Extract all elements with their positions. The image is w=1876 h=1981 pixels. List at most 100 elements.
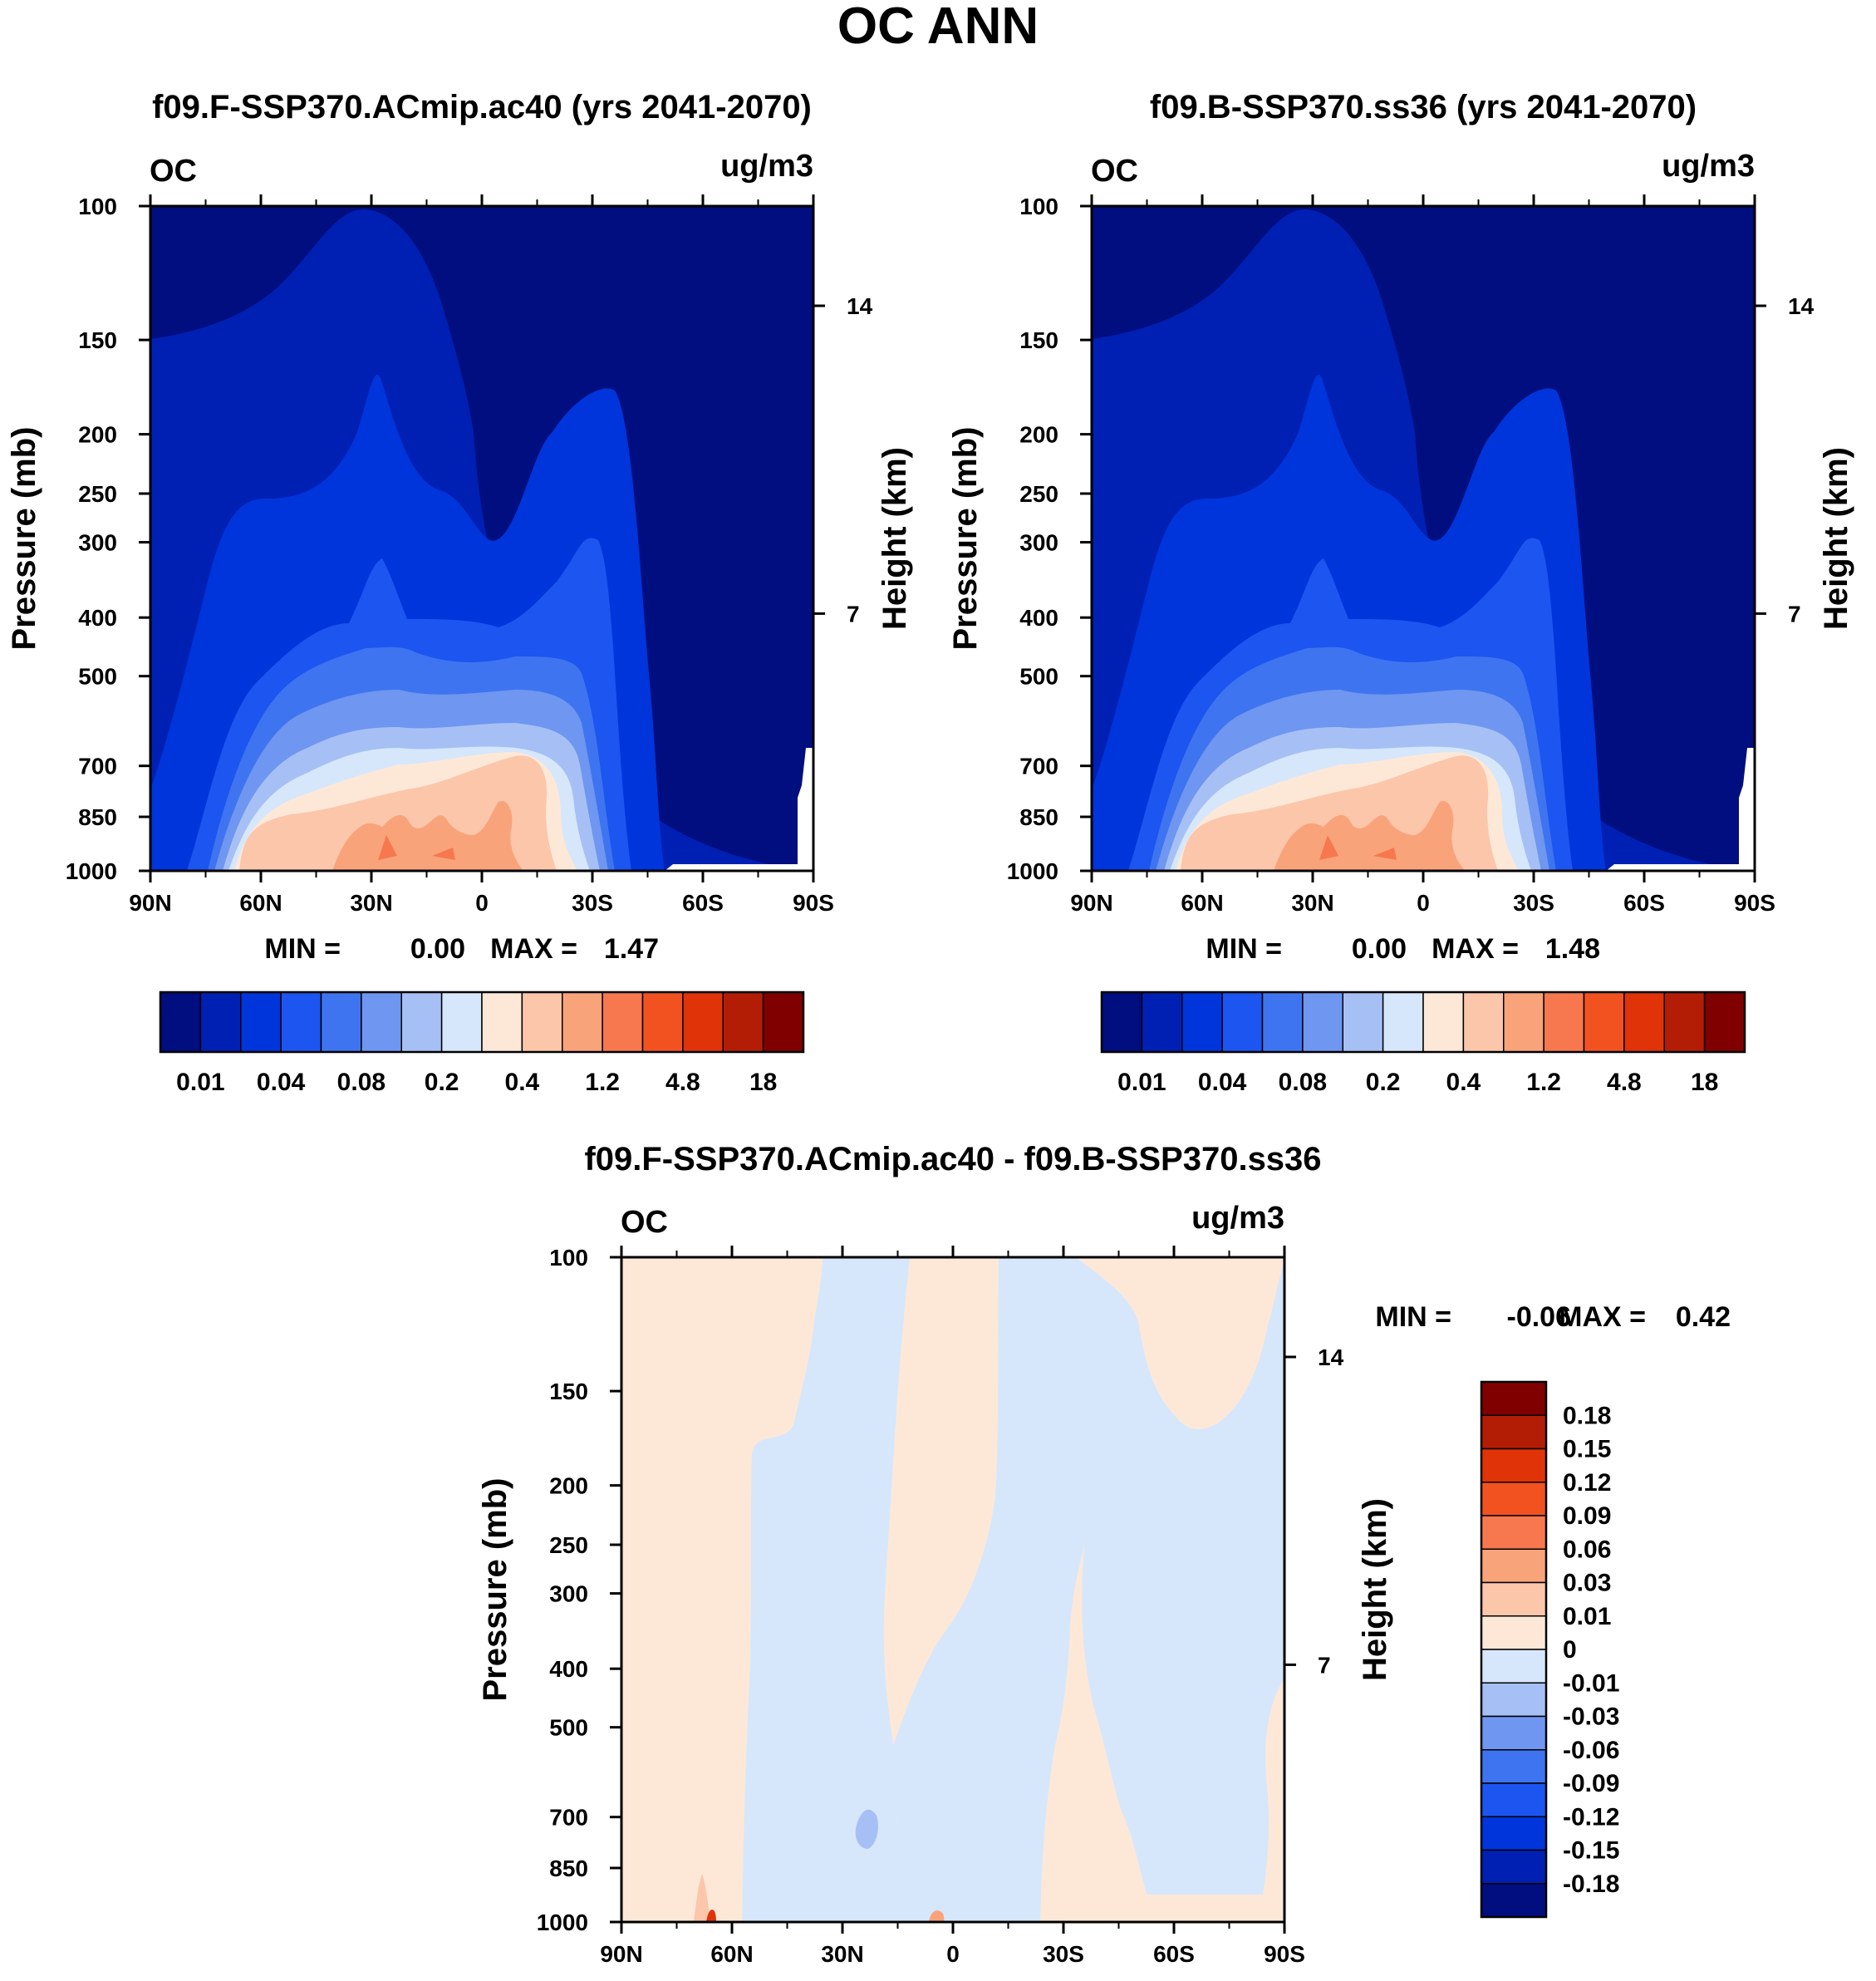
panel-b-colorbar-box — [1141, 991, 1183, 1053]
panel-a-units-label: ug/m3 — [720, 149, 813, 184]
panel-c-colorbar-frame — [1480, 1380, 1548, 1919]
panel-a-x-ticklabel: 30N — [350, 890, 392, 916]
panel-c-colorbar-label: 0.18 — [1563, 1402, 1611, 1429]
panel-a-colorbar-box — [762, 991, 804, 1053]
panel-c-colorbar-box — [1481, 1615, 1547, 1650]
panel-c-y-ticklabel: 150 — [549, 1379, 588, 1404]
panel-b-y-ticklabel: 150 — [1019, 327, 1058, 353]
panel-c-height-axis-label: Height (km) — [1357, 1498, 1393, 1681]
panel-c-x-ticklabel: 0 — [946, 1941, 960, 1967]
panel-c-y-ticklabel: 500 — [549, 1715, 588, 1741]
diff-negative-patch — [855, 1809, 878, 1849]
panel-b-colorbar-label: 0.04 — [1198, 1069, 1247, 1096]
panel-b-x-ticklabel: 0 — [1417, 890, 1430, 916]
panel-b-colorbar-box — [1101, 991, 1143, 1053]
panel-c-colorbar-box — [1481, 1782, 1547, 1817]
panel-b-x-ticklabel: 90N — [1070, 890, 1112, 916]
contour-level-11 — [332, 801, 523, 871]
panel-c-colorbar-label: 0.01 — [1563, 1603, 1611, 1630]
panel-c-colorbar-box — [1481, 1515, 1547, 1550]
panel-c-height-ticklabel: 14 — [1318, 1344, 1344, 1370]
diff-negative-region-2 — [893, 1257, 1084, 1922]
panel-a-y-ticklabel: 300 — [78, 530, 117, 556]
panel-a-x-ticklabel: 90S — [793, 890, 834, 916]
panel-c-colorbar-label: 0.09 — [1563, 1502, 1611, 1530]
panel-a-colorbar-label: 0.4 — [505, 1069, 540, 1096]
panel-a-height-axis-label: Height (km) — [877, 447, 913, 630]
panel-a-y-ticklabel: 500 — [78, 664, 117, 690]
panel-a-min-label: MIN = — [264, 933, 341, 965]
panel-c-pressure-axis-label: Pressure (mb) — [477, 1478, 513, 1702]
panel-b-y-ticklabel: 250 — [1019, 481, 1058, 507]
panel-a-contours — [150, 206, 813, 871]
panel-b-colorbar-label: 4.8 — [1607, 1069, 1642, 1096]
panel-a-x-ticklabel: 30S — [572, 890, 613, 916]
panel-b-colorbar: 0.01 0.04 0.08 0.2 0.4 1.2 4.8 18 — [1100, 990, 1746, 1096]
panel-c-colorbar-box — [1481, 1581, 1547, 1617]
panel-c-title: f09.F-SSP370.ACmip.ac40 - f09.B-SSP370.s… — [584, 1141, 1321, 1177]
panel-a-field-label: OC — [150, 154, 197, 189]
panel-a-colorbar-box — [400, 991, 443, 1053]
panel-b-colorbar-box — [1342, 991, 1384, 1053]
panel-a-colorbar-box — [440, 991, 483, 1053]
panel-c-colorbar-box — [1481, 1381, 1547, 1416]
panel-c-max-value: 0.42 — [1676, 1301, 1731, 1333]
panel-b-colorbar-box — [1181, 991, 1223, 1053]
panel-c-contours — [621, 1257, 1284, 1922]
panel-a-max-value: 1.47 — [604, 933, 659, 965]
panel-c-colorbar-box — [1481, 1448, 1547, 1483]
panel-a-y-ticklabel: 700 — [78, 754, 117, 779]
panel-b-x-ticklabel: 30S — [1513, 890, 1554, 916]
panel-a-y-ticklabel: 100 — [78, 194, 117, 219]
panel-b-colorbar-frame — [1100, 990, 1746, 1054]
panel-a-height-ticklabel: 7 — [847, 601, 860, 627]
panel-b-min-label: MIN = — [1206, 933, 1282, 965]
panel-b-colorbar-label: 0.2 — [1366, 1069, 1401, 1096]
panel-b-colorbar-box — [1221, 991, 1264, 1053]
panel-a-colorbar-box — [602, 991, 644, 1053]
panel-c-colorbar-label: 0.03 — [1563, 1570, 1611, 1597]
panel-a-pressure-axis-label: Pressure (mb) — [6, 427, 42, 651]
panel-c-height-ticklabel: 7 — [1318, 1652, 1331, 1678]
panel-c-colorbar-label: -0.18 — [1563, 1870, 1619, 1898]
panel-a-colorbar-label: 0.2 — [425, 1069, 459, 1096]
contour-level-12a — [1319, 835, 1338, 860]
panel-a-colorbar-box — [641, 991, 684, 1053]
panel-c-max-label: MAX = — [1559, 1301, 1646, 1333]
panel-c: f09.F-SSP370.ACmip.ac40 - f09.B-SSP370.s… — [477, 1141, 1731, 1967]
panel-c-y-ticklabel: 200 — [549, 1473, 588, 1499]
panel-c-colorbar-box — [1481, 1715, 1547, 1751]
panel-a-colorbar-box — [320, 991, 362, 1053]
panel-a-colorbar-box — [682, 991, 724, 1053]
panel-c-colorbar: 0.18 0.15 0.12 0.09 0.06 0.03 0.01 0 -0.01 -0.03 -… — [1480, 1380, 1619, 1919]
panel-b-colorbar-box — [1703, 991, 1746, 1053]
panel-b-height-axis-label: Height (km) — [1818, 447, 1854, 630]
contour-level-11 — [1274, 801, 1465, 871]
panel-c-colorbar-label: -0.01 — [1563, 1669, 1619, 1697]
diff-negative-region-3 — [1069, 1257, 1284, 1895]
diff-positive-patch-2 — [706, 1910, 716, 1922]
panel-b-height-ticklabel: 14 — [1788, 293, 1815, 319]
panel-a-title: f09.F-SSP370.ACmip.ac40 (yrs 2041-2070) — [152, 89, 812, 125]
panel-b-colorbar-box — [1623, 991, 1665, 1053]
panel-b-contours — [1092, 206, 1755, 871]
panel-c-colorbar-box — [1481, 1883, 1547, 1918]
panel-b-x-ticklabel: 60N — [1181, 890, 1223, 916]
panel-c-min-label: MIN = — [1375, 1301, 1451, 1333]
missing-data-region — [665, 748, 813, 871]
panel-c-x-ticklabel: 90S — [1264, 1941, 1305, 1967]
panel-c-colorbar-box — [1481, 1749, 1547, 1784]
panel-c-colorbar-box — [1481, 1649, 1547, 1684]
panel-a-x-ticklabel: 0 — [475, 890, 489, 916]
panel-b-colorbar-box — [1663, 991, 1706, 1053]
panel-c-y-ticklabel: 700 — [549, 1805, 588, 1831]
panel-b-min-value: 0.00 — [1352, 933, 1407, 965]
panel-c-x-ticklabel: 30S — [1043, 1941, 1084, 1967]
panel-c-colorbar-label: 0.12 — [1563, 1469, 1611, 1497]
panel-a-y-ticklabel: 1000 — [66, 858, 117, 884]
panel-a-colorbar-box — [280, 991, 322, 1053]
panel-b-x-ticklabel: 90S — [1734, 890, 1775, 916]
panel-b-colorbar-label: 18 — [1691, 1069, 1718, 1096]
panel-a-colorbar-label: 1.2 — [585, 1069, 620, 1096]
panel-a-x-ticklabel: 60S — [682, 890, 724, 916]
